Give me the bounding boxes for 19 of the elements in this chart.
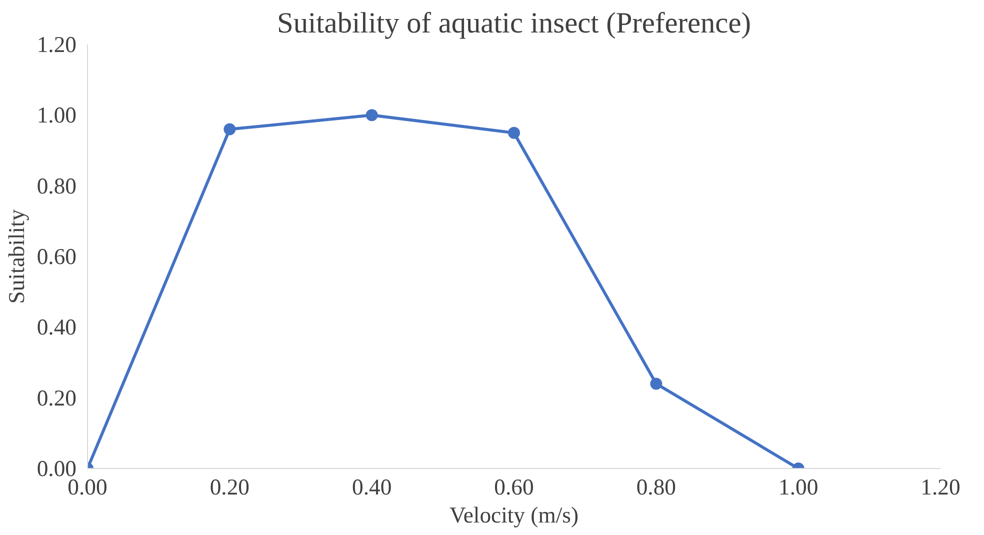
y-tick-label: 0.00 [36, 456, 77, 481]
point [224, 123, 236, 136]
y-tick-label: 0.60 [36, 244, 77, 269]
x-tick-label: 0.80 [636, 474, 676, 500]
point [508, 126, 520, 139]
y-tick-label: 0.40 [36, 314, 77, 340]
y-tick-label: 0.20 [36, 385, 77, 410]
x-tick-label: 0.20 [210, 474, 250, 500]
x-axis-title: Velocity (m/s) [450, 502, 579, 528]
x-tick-label: 1.00 [778, 474, 818, 500]
y-tick-label: 1.20 [36, 32, 77, 57]
x-tick-label: 0.60 [494, 474, 534, 500]
y-axis-title: Suitability [4, 208, 29, 304]
chart-title: Suitability of aquatic insect (Preference) [277, 8, 751, 40]
x-tick-label: 1.20 [920, 474, 960, 500]
point [366, 109, 378, 122]
y-tick-label: 1.00 [36, 102, 77, 128]
y-tick-label: 0.80 [36, 173, 77, 198]
x-tick-label: 0.40 [352, 474, 392, 500]
